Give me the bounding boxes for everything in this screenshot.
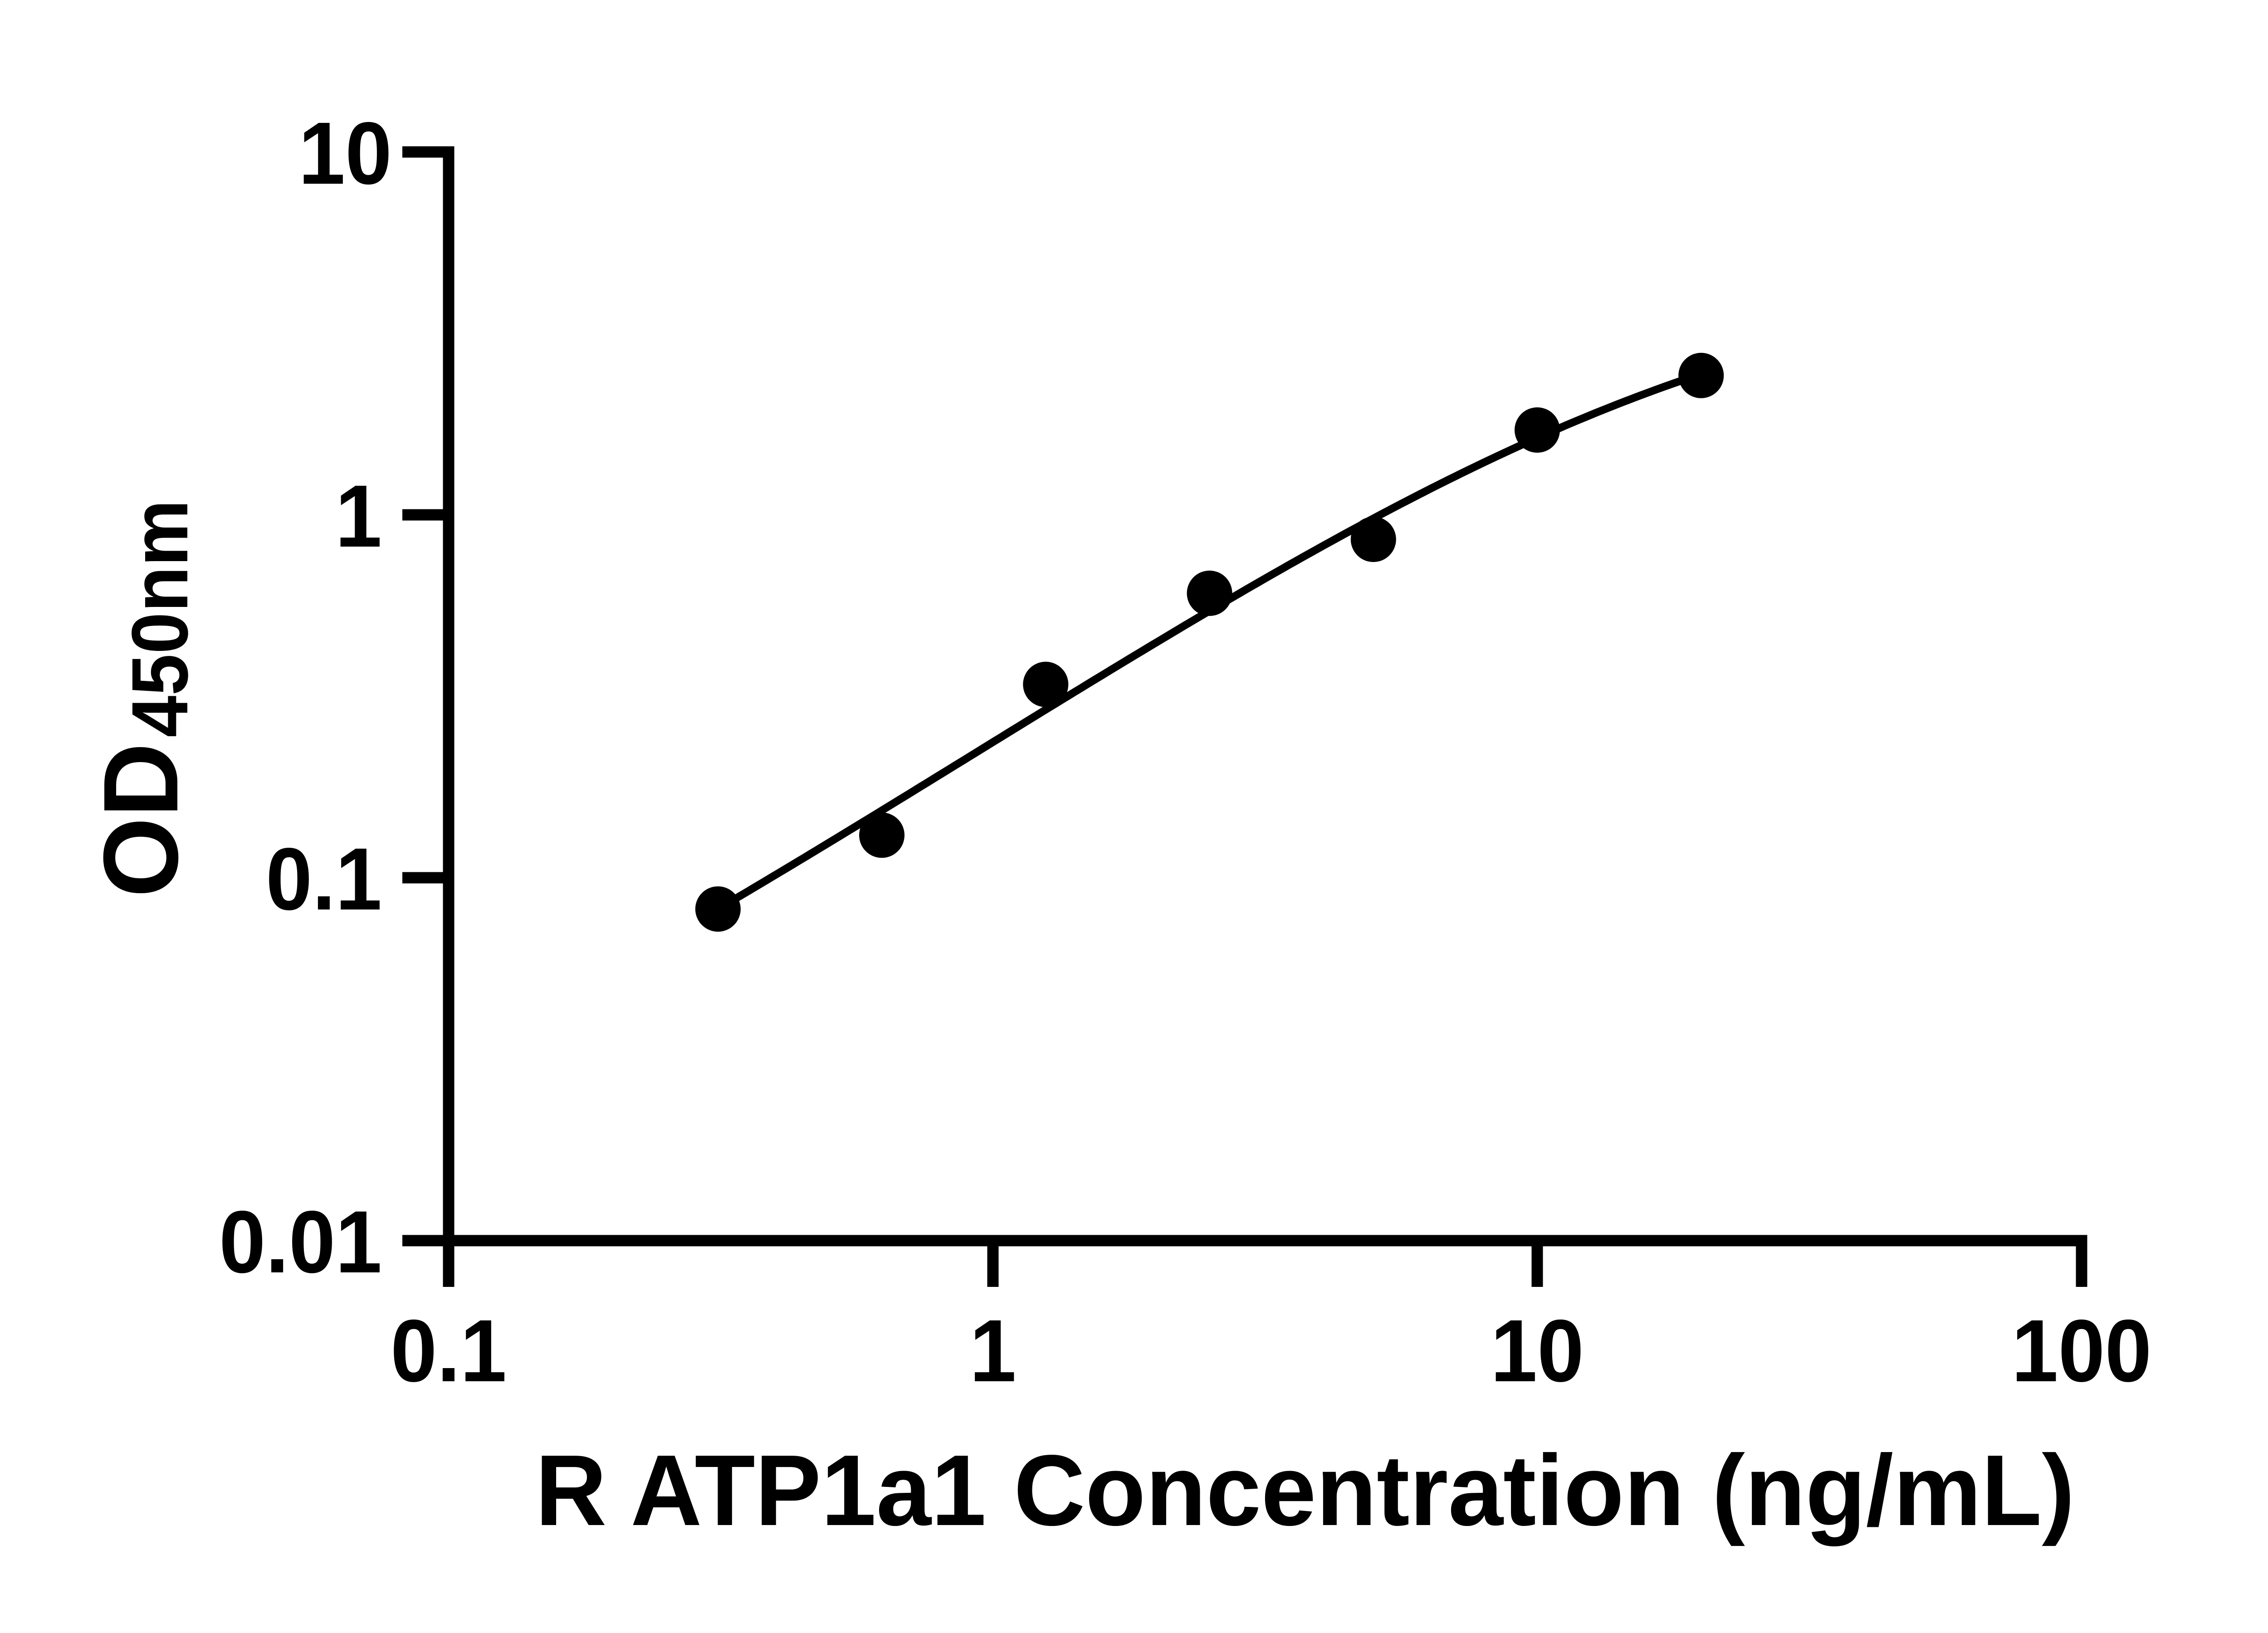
- x-tick-label-0.1: 0.1: [391, 1301, 507, 1400]
- data-points: [695, 352, 1724, 932]
- y-axis: 0.01 0.1 1 10: [219, 104, 455, 1291]
- y-axis-title-main: OD: [81, 743, 200, 898]
- y-tick-label-1: 1: [335, 467, 382, 566]
- data-point-3: [1023, 661, 1069, 707]
- data-point-7: [1678, 352, 1724, 398]
- y-tick-label-10: 10: [298, 104, 392, 203]
- y-axis-title: OD450nm: [81, 500, 205, 898]
- data-point-1: [695, 886, 741, 932]
- data-point-4: [1187, 570, 1232, 616]
- x-tick-label-10: 10: [1491, 1301, 1584, 1400]
- data-point-6: [1515, 407, 1560, 453]
- data-point-2: [859, 812, 905, 858]
- y-tick-label-0.1: 0.1: [266, 830, 382, 929]
- data-point-5: [1350, 517, 1396, 562]
- x-axis: 0.1 1 10 100: [391, 1235, 2152, 1400]
- x-tick-label-1: 1: [970, 1301, 1017, 1400]
- y-axis-title-subscript: 450nm: [116, 500, 205, 738]
- y-tick-label-0.01: 0.01: [219, 1193, 382, 1291]
- x-tick-label-100: 100: [2012, 1301, 2152, 1400]
- x-axis-title: R ATP1a1 Concentration (ng/mL): [535, 1434, 2075, 1547]
